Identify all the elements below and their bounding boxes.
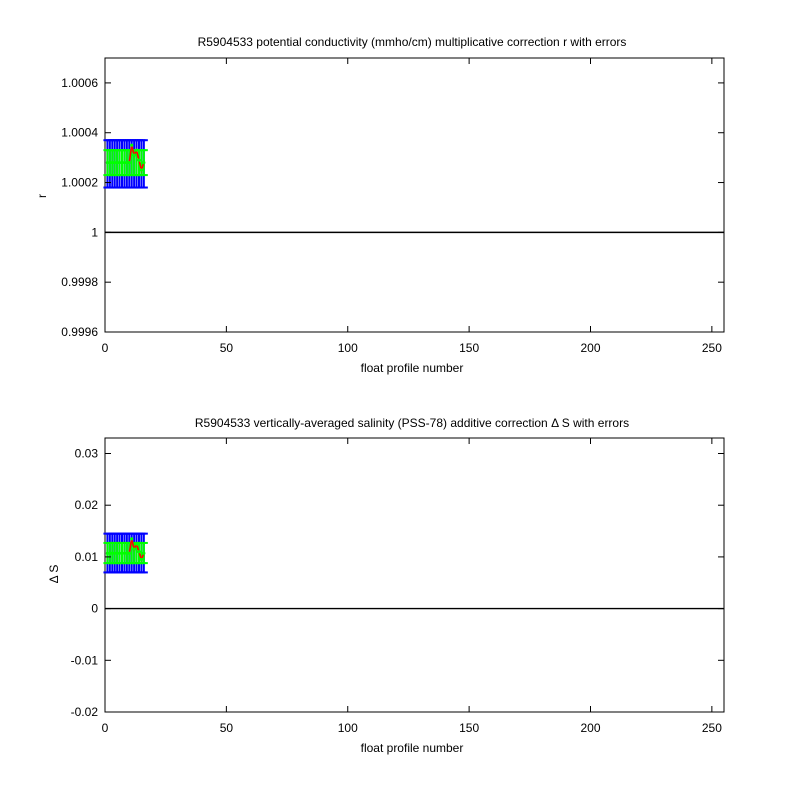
correction-point	[142, 161, 146, 165]
correction-point	[137, 158, 141, 162]
x-tick-label: 0	[102, 341, 109, 355]
y-tick-label: 0.9996	[61, 325, 98, 339]
correction-point	[125, 161, 129, 165]
correction-point	[113, 161, 117, 165]
correction-point	[120, 551, 124, 555]
correction-point	[132, 547, 136, 551]
correction-point	[105, 161, 110, 165]
correction-point	[108, 161, 112, 165]
x-axis-label: float profile number	[361, 741, 464, 755]
x-tick-label: 250	[702, 341, 722, 355]
correction-point	[120, 161, 124, 165]
y-tick-label: 1	[91, 225, 98, 239]
x-tick-label: 250	[702, 721, 722, 735]
y-axis-label: r	[35, 194, 49, 198]
x-tick-label: 100	[338, 341, 358, 355]
correction-point	[127, 161, 131, 165]
panel-salinity-correction: R5904533 vertically-averaged salinity (P…	[47, 416, 725, 755]
chart-title: R5904533 potential conductivity (mmho/cm…	[198, 35, 627, 49]
correction-point	[130, 143, 134, 147]
y-tick-label: 1.0006	[61, 76, 98, 90]
x-tick-label: 50	[220, 341, 234, 355]
axes-frame	[104, 437, 725, 713]
y-axis-label: Δ S	[47, 565, 61, 584]
plot-area	[103, 437, 725, 713]
correction-point	[139, 168, 144, 172]
axes-frame	[104, 57, 725, 333]
x-tick-label: 150	[459, 341, 479, 355]
correction-point	[105, 551, 110, 555]
correction-point	[134, 542, 139, 546]
correction-point	[117, 551, 122, 555]
x-tick-label: 200	[580, 341, 600, 355]
x-tick-label: 150	[459, 721, 479, 735]
correction-point	[110, 161, 114, 165]
correction-point	[130, 537, 134, 541]
y-tick-label: 0.02	[75, 498, 99, 512]
correction-point	[113, 551, 117, 555]
y-tick-label: 1.0002	[61, 176, 98, 190]
correction-point	[127, 551, 131, 555]
correction-point	[117, 161, 122, 165]
plot-area	[103, 57, 725, 333]
y-tick-label: 0.01	[75, 550, 99, 564]
y-tick-label: 0.03	[75, 447, 99, 461]
tick-labels: 0 50 100 150 200 250 -0.02 -0.01 0 0.01 0.02 0.03	[71, 438, 724, 735]
correction-point	[125, 551, 129, 555]
tick-labels: 0 50 100 150 200 250 0.9996 0.9998 1 1.0002 1.0004…	[61, 58, 724, 355]
correction-point	[115, 161, 119, 165]
correction-point	[132, 153, 136, 157]
y-tick-label: -0.01	[71, 653, 99, 667]
correction-point	[122, 551, 127, 555]
correction-point	[108, 551, 112, 555]
x-tick-label: 200	[580, 721, 600, 735]
correction-point	[134, 148, 139, 152]
panel-conductivity-correction: R5904533 potential conductivity (mmho/cm…	[35, 35, 725, 375]
x-tick-label: 50	[220, 721, 234, 735]
chart-title: R5904533 vertically-averaged salinity (P…	[195, 416, 629, 430]
x-tick-label: 100	[338, 721, 358, 735]
correction-point	[137, 550, 141, 554]
correction-point	[115, 551, 119, 555]
correction-point	[142, 551, 146, 555]
x-axis-label: float profile number	[361, 361, 464, 375]
y-tick-label: 1.0004	[61, 126, 98, 140]
correction-point	[110, 551, 114, 555]
correction-point	[139, 557, 144, 562]
y-tick-label: -0.02	[71, 705, 99, 719]
x-tick-label: 0	[102, 721, 109, 735]
y-tick-label: 0.9998	[61, 275, 98, 289]
correction-point	[122, 161, 127, 165]
y-tick-label: 0	[91, 602, 98, 616]
